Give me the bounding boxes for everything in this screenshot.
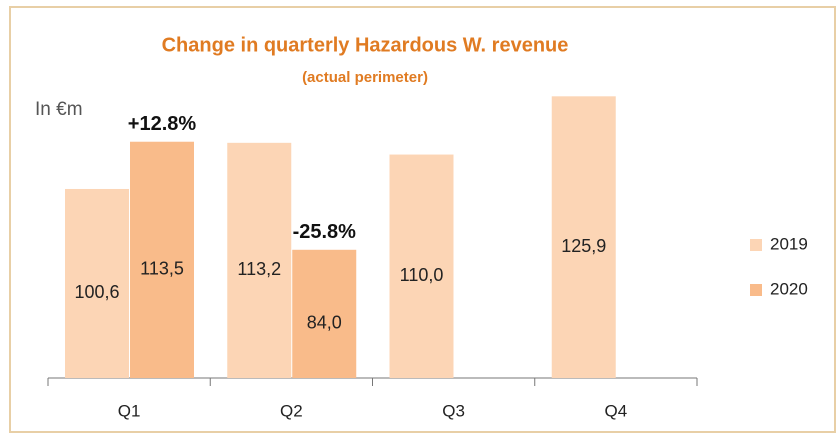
chart-title: Change in quarterly Hazardous W. revenue bbox=[162, 34, 569, 56]
value-label: 100,6 bbox=[74, 282, 119, 302]
value-label: 113,2 bbox=[237, 259, 281, 279]
x-tick-label: Q4 bbox=[605, 401, 628, 420]
bar bbox=[292, 249, 357, 378]
x-tick-label: Q3 bbox=[442, 401, 465, 420]
value-label: 84,0 bbox=[307, 313, 342, 333]
legend-label: 2019 bbox=[770, 234, 808, 253]
annotation: -25.8% bbox=[293, 221, 357, 243]
legend-swatch bbox=[750, 239, 762, 251]
x-tick-label: Q1 bbox=[118, 401, 141, 420]
bar bbox=[227, 142, 292, 378]
unit-label: In €m bbox=[35, 99, 83, 120]
legend-label: 2020 bbox=[770, 279, 808, 298]
value-label: 110,0 bbox=[400, 265, 444, 285]
annotation: +12.8% bbox=[128, 113, 197, 135]
bar bbox=[65, 188, 129, 378]
bar bbox=[130, 141, 194, 378]
chart-subtitle: (actual perimeter) bbox=[302, 69, 428, 86]
value-label: 125,9 bbox=[561, 236, 606, 256]
x-tick-label: Q2 bbox=[280, 401, 303, 420]
legend-swatch bbox=[750, 284, 762, 296]
bar bbox=[551, 96, 616, 378]
value-label: 113,5 bbox=[140, 259, 184, 279]
bar bbox=[389, 154, 454, 378]
